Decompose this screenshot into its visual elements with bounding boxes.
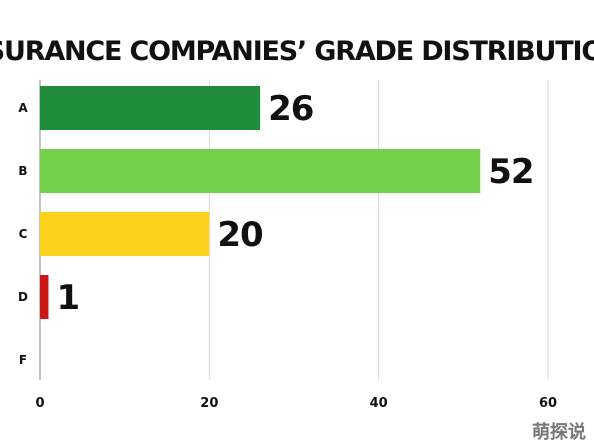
value-label: 1 <box>56 278 79 318</box>
category-label: F <box>19 353 27 367</box>
value-label: 52 <box>488 152 533 192</box>
x-tick-label: 60 <box>539 396 557 411</box>
category-label: B <box>18 164 27 178</box>
x-tick-label: 20 <box>200 396 218 411</box>
bar-d <box>40 275 49 319</box>
x-tick-label: 0 <box>35 396 44 411</box>
category-label: A <box>18 101 28 115</box>
labels: 0 20 40 60 A 26 B 52 C 20 D 1 F <box>18 89 557 411</box>
bar-a <box>40 86 261 130</box>
bar-b <box>40 149 481 193</box>
x-tick-label: 40 <box>370 396 388 411</box>
category-label: D <box>18 290 28 304</box>
value-label: 26 <box>268 89 313 129</box>
category-label: C <box>19 227 28 241</box>
bars <box>40 86 481 319</box>
bar-c <box>40 212 210 256</box>
value-label: 20 <box>217 215 263 255</box>
chart-title: INSURANCE COMPANIES’ GRADE DISTRIBUTION <box>0 36 594 67</box>
watermark-text: 萌探说 <box>532 421 586 443</box>
